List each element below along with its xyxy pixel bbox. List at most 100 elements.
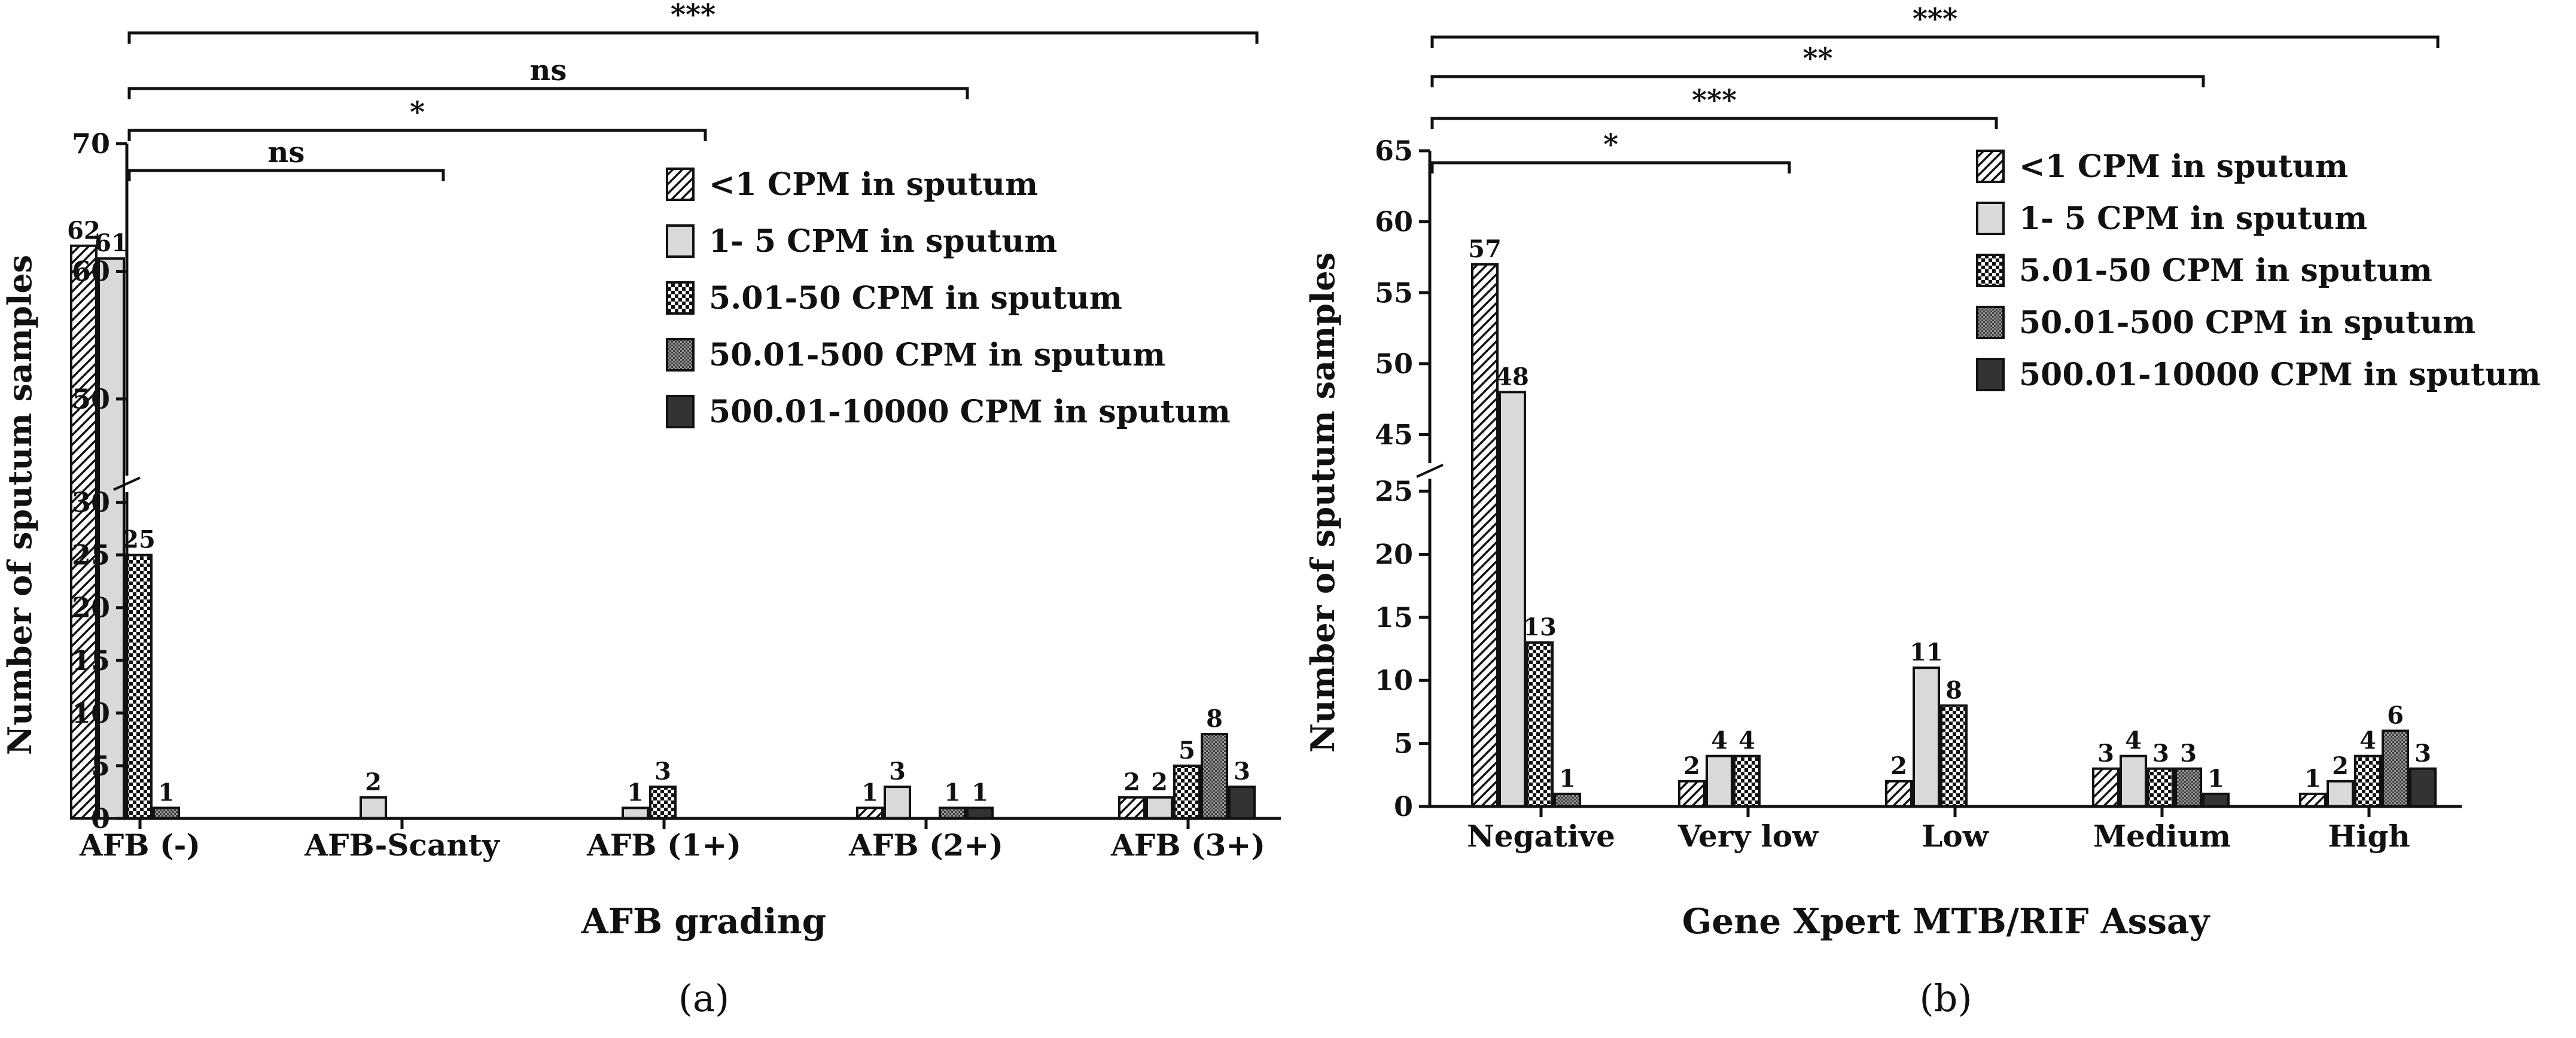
y-tick-label: 60 <box>72 255 110 287</box>
significance-bracket <box>1430 35 2440 48</box>
y-tick-label: 15 <box>72 644 110 677</box>
legend-label: 5.01-50 CPM in sputum <box>2019 252 2432 289</box>
significance-bracket <box>1430 75 2205 87</box>
legend-label: 1- 5 CPM in sputum <box>2019 200 2367 237</box>
data-label: 3 <box>889 757 906 786</box>
data-label: 2 <box>1123 768 1140 796</box>
legend-swatch <box>666 224 695 258</box>
y-tick-label: 10 <box>1375 664 1413 696</box>
legend-swatch <box>666 395 695 428</box>
bar <box>856 806 884 820</box>
bar <box>966 806 994 820</box>
significance-label: ns <box>530 54 567 87</box>
significance-bracket <box>127 169 445 181</box>
y-tick-label: 20 <box>72 592 110 624</box>
bar <box>2409 767 2437 808</box>
bar <box>2092 767 2120 808</box>
y-axis-title: Number of sputum samples <box>1 255 39 755</box>
legend-swatch <box>1976 202 2005 235</box>
y-tick-label: 15 <box>1375 601 1413 634</box>
legend-label: 50.01-500 CPM in sputum <box>709 337 1165 373</box>
y-tick-label: 45 <box>1375 419 1413 451</box>
x-tick-label: Medium <box>2093 818 2231 854</box>
bar <box>1499 391 1526 808</box>
x-tick-label: AFB (-) <box>79 827 200 863</box>
bar <box>2327 780 2354 808</box>
y-tick-label: 25 <box>1375 475 1413 507</box>
data-label: 1 <box>2304 765 2321 793</box>
x-tick-label: Very low <box>1677 818 1819 854</box>
bar <box>1228 786 1256 820</box>
data-label: 2 <box>1683 752 1700 780</box>
data-label: 48 <box>1496 363 1529 391</box>
bar <box>70 244 98 820</box>
legend-swatch <box>666 168 695 201</box>
y-tick-label: 5 <box>1394 727 1413 760</box>
data-label: 3 <box>2097 739 2114 768</box>
bar <box>2382 729 2409 808</box>
data-label: 3 <box>2180 739 2197 768</box>
y-tick-label: 20 <box>1375 538 1413 570</box>
data-label: 3 <box>1234 757 1250 786</box>
significance-label: ** <box>1802 42 1832 75</box>
legend-label: 1- 5 CPM in sputum <box>709 223 1057 260</box>
data-label: 4 <box>2359 727 2376 755</box>
bar <box>1733 754 1761 808</box>
legend-label: 500.01-10000 CPM in sputum <box>709 394 1231 430</box>
bar <box>1940 704 1968 808</box>
x-tick-label: AFB (2+) <box>848 827 1003 863</box>
bar <box>1554 792 1581 808</box>
bar <box>2120 754 2147 808</box>
data-label: 1 <box>627 778 644 806</box>
bar <box>2299 792 2327 808</box>
significance-bracket <box>1430 161 1791 173</box>
x-tick-label: High <box>2328 818 2410 854</box>
y-tick-label: 65 <box>1375 135 1413 167</box>
y-tick-label: 55 <box>1375 276 1413 309</box>
legend-label: 500.01-10000 CPM in sputum <box>2019 357 2541 393</box>
bar <box>2202 792 2230 808</box>
data-label: 2 <box>2332 752 2349 780</box>
bar <box>1706 754 1733 808</box>
legend-swatch <box>666 338 695 372</box>
legend-swatch <box>1976 358 2005 391</box>
y-tick-label: 30 <box>72 486 110 519</box>
significance-label: *** <box>1913 2 1957 36</box>
legend-label: 5.01-50 CPM in sputum <box>709 280 1122 316</box>
data-label: 5 <box>1179 736 1195 765</box>
data-label: 62 <box>67 217 101 245</box>
data-label: 13 <box>1523 613 1557 641</box>
bar <box>2147 767 2175 808</box>
x-tick-label: Negative <box>1467 818 1615 854</box>
data-label: 3 <box>654 757 671 786</box>
legend-swatch <box>1976 306 2005 339</box>
x-tick-label: AFB (3+) <box>1110 827 1265 863</box>
bar <box>1146 796 1173 820</box>
panel-label: (a) <box>678 976 729 1020</box>
significance-label: * <box>1603 128 1618 162</box>
bar <box>1913 666 1940 808</box>
bar <box>1118 796 1146 820</box>
y-tick-label: 50 <box>72 383 110 415</box>
bar <box>939 806 966 820</box>
axis-break-mark <box>113 476 141 491</box>
x-tick-label: AFB-Scanty <box>304 827 501 863</box>
legend-label: <1 CPM in sputum <box>2019 148 2348 185</box>
y-axis-title: Number of sputum samples <box>1304 252 1342 753</box>
bar <box>1471 263 1499 808</box>
significance-label: ns <box>268 136 305 169</box>
data-label: 1 <box>158 778 175 806</box>
bar <box>153 806 180 820</box>
data-label: 6 <box>2387 702 2404 730</box>
x-tick-label: AFB (1+) <box>586 827 741 863</box>
y-tick-label: 60 <box>1375 206 1413 238</box>
bar <box>1526 641 1554 808</box>
legend-swatch <box>666 281 695 315</box>
data-label: 57 <box>1468 235 1502 263</box>
y-tick-label: 70 <box>72 127 110 160</box>
x-axis-title: Gene Xpert MTB/RIF Assay <box>1682 901 2211 942</box>
legend-label: 50.01-500 CPM in sputum <box>2019 305 2475 341</box>
